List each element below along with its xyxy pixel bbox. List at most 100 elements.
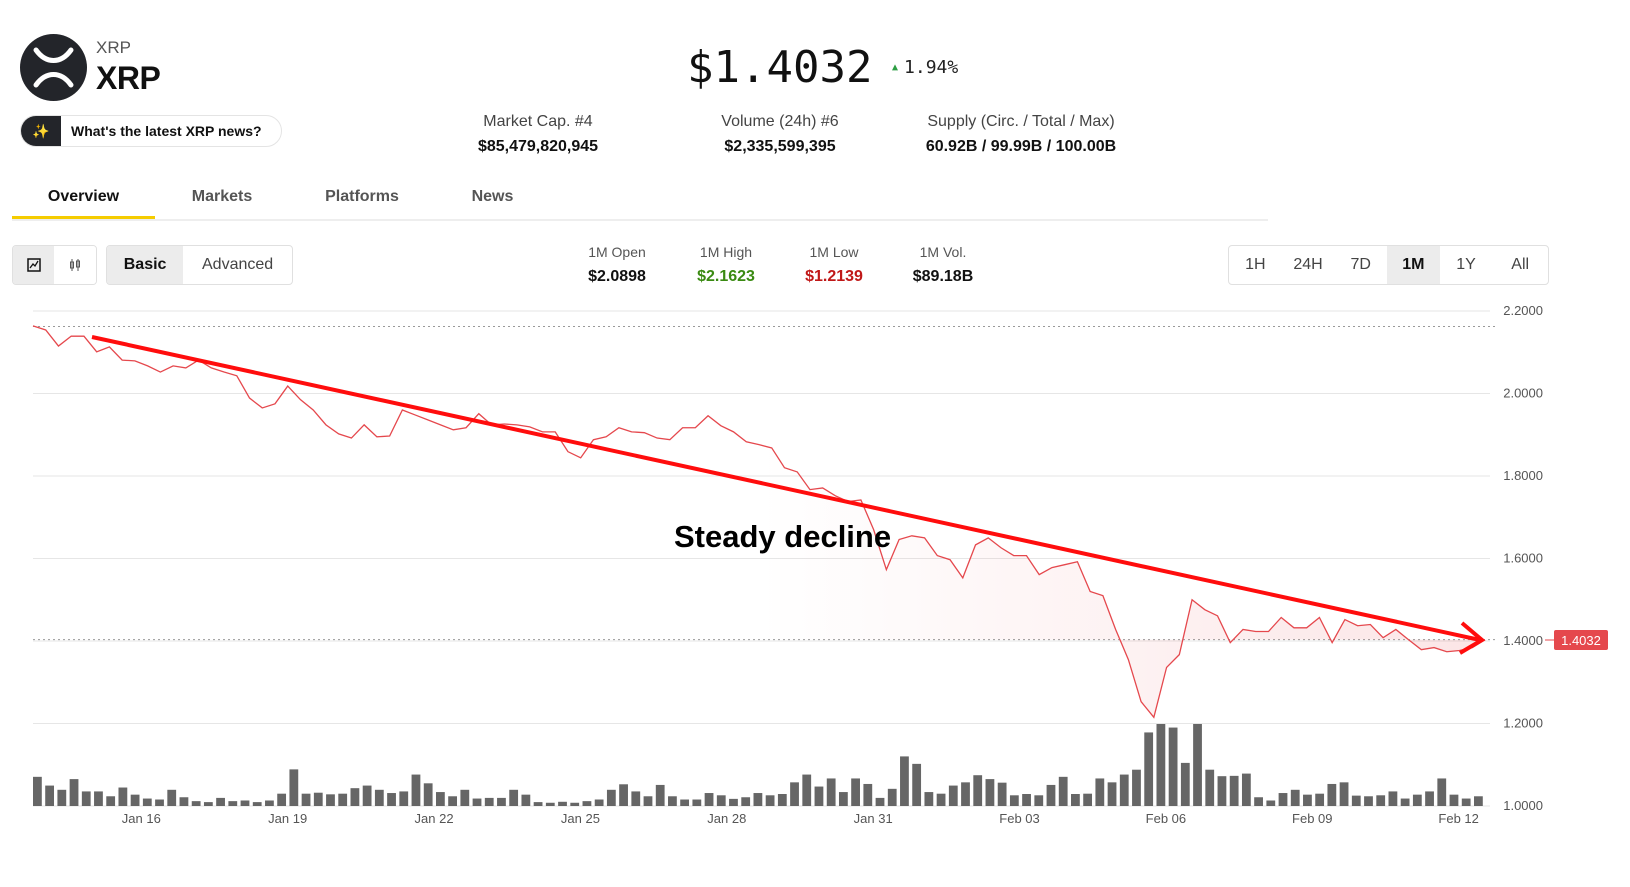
volume-bar bbox=[1009, 795, 1019, 806]
volume-bar bbox=[191, 801, 201, 806]
advanced-button[interactable]: Advanced bbox=[202, 256, 274, 273]
volume-bar bbox=[802, 774, 812, 806]
coin-symbol: XRP bbox=[96, 38, 131, 57]
period-high: 1M High $2.1623 bbox=[676, 244, 776, 286]
x-tick-label: Feb 06 bbox=[1146, 811, 1186, 826]
trend-arrow bbox=[91, 335, 1486, 655]
volume-bar bbox=[594, 799, 604, 806]
volume-bar bbox=[1193, 724, 1202, 806]
volume-bar bbox=[936, 793, 946, 806]
x-tick-label: Jan 25 bbox=[561, 811, 600, 826]
volume-bar bbox=[411, 774, 421, 806]
volume-bar bbox=[912, 763, 922, 806]
volume-bar bbox=[1351, 795, 1361, 806]
stat-value: $2,335,599,395 bbox=[724, 138, 836, 155]
stat-value: $2.0898 bbox=[588, 268, 646, 285]
volume-bar bbox=[387, 793, 396, 806]
volume-bar bbox=[704, 793, 714, 806]
tab-overview[interactable]: Overview bbox=[12, 180, 155, 219]
tab-news[interactable]: News bbox=[471, 188, 514, 205]
volume-bar bbox=[521, 794, 531, 806]
volume-bar bbox=[741, 797, 751, 806]
volume-bar bbox=[142, 798, 152, 806]
volume-bar bbox=[1241, 773, 1251, 806]
range-all[interactable]: All bbox=[1511, 256, 1530, 273]
volume-bar bbox=[277, 793, 287, 806]
stat-label: 1M Vol. bbox=[919, 244, 967, 260]
volume-bar bbox=[1303, 794, 1312, 806]
range-7d[interactable]: 7D bbox=[1350, 256, 1371, 273]
line-chart-icon[interactable] bbox=[13, 246, 55, 284]
volume-bar bbox=[1400, 798, 1410, 806]
news-prompt-button[interactable]: ✨ What's the latest XRP news? bbox=[20, 115, 282, 147]
sparkle-icon: ✨ bbox=[21, 116, 61, 146]
tab-markets[interactable]: Markets bbox=[191, 188, 253, 205]
volume-bar bbox=[1095, 778, 1105, 806]
stat-volume: Volume (24h) #6 $2,335,599,395 bbox=[690, 113, 870, 156]
volume-bar bbox=[606, 789, 616, 806]
volume-bar bbox=[545, 802, 555, 806]
basic-button[interactable]: Basic bbox=[107, 246, 184, 284]
volume-bar bbox=[216, 797, 225, 806]
y-tick-label: 1.4000 bbox=[1503, 633, 1543, 648]
volume-bar bbox=[484, 797, 494, 806]
volume-bar bbox=[777, 794, 787, 806]
stat-value: $1.2139 bbox=[805, 268, 863, 285]
volume-bar bbox=[924, 792, 934, 806]
volume-bar bbox=[289, 769, 299, 806]
volume-bar bbox=[203, 802, 213, 806]
current-price: $1.4032 bbox=[687, 42, 873, 93]
volume-bar bbox=[851, 778, 860, 806]
range-24h[interactable]: 24H bbox=[1293, 256, 1323, 273]
volume-bar bbox=[1327, 783, 1337, 806]
volume-bar bbox=[729, 798, 738, 806]
volume-bar bbox=[692, 799, 702, 806]
current-price-tag: 1.4032 bbox=[1545, 630, 1608, 650]
volume-bar bbox=[1278, 793, 1288, 806]
volume-bar bbox=[460, 789, 470, 806]
volume-bar bbox=[533, 802, 543, 806]
tab-platforms[interactable]: Platforms bbox=[325, 188, 399, 205]
candlestick-icon[interactable] bbox=[54, 246, 96, 284]
volume-bar bbox=[631, 791, 641, 806]
volume-bar bbox=[33, 776, 42, 806]
volume-bar bbox=[753, 793, 763, 806]
stat-label: Volume (24h) #6 bbox=[721, 113, 839, 130]
volume-bar bbox=[326, 794, 335, 806]
price-line bbox=[32, 325, 1486, 719]
volume-bar bbox=[1412, 794, 1422, 806]
volume-bar bbox=[1437, 778, 1447, 806]
y-tick-label: 1.8000 bbox=[1503, 468, 1543, 483]
stat-value: $85,479,820,945 bbox=[477, 138, 599, 155]
volume-bar bbox=[94, 791, 103, 806]
volume-bar bbox=[1034, 795, 1044, 806]
volume-bar bbox=[228, 801, 238, 806]
range-1m[interactable]: 1M bbox=[1387, 246, 1440, 284]
range-1h[interactable]: 1H bbox=[1245, 256, 1266, 273]
volume-bar bbox=[875, 797, 885, 806]
stat-label: Supply (Circ. / Total / Max) bbox=[927, 113, 1115, 130]
volume-bar bbox=[985, 779, 995, 806]
volume-bar bbox=[570, 802, 580, 806]
x-tick-label: Jan 28 bbox=[707, 811, 746, 826]
volume-bar bbox=[582, 801, 592, 806]
volume-bar bbox=[716, 795, 726, 806]
up-triangle-icon: ▲ bbox=[892, 62, 899, 73]
volume-bar bbox=[619, 784, 628, 806]
volume-bar bbox=[106, 796, 116, 806]
volume-bar bbox=[350, 788, 360, 806]
volume-bar bbox=[1046, 784, 1056, 806]
stat-value: $89.18B bbox=[912, 268, 974, 285]
period-open: 1M Open $2.0898 bbox=[567, 244, 667, 286]
range-1y[interactable]: 1Y bbox=[1456, 256, 1476, 273]
volume-bar bbox=[399, 791, 409, 806]
volume-bar bbox=[45, 785, 55, 806]
volume-bar bbox=[1474, 796, 1483, 806]
volume-bar bbox=[374, 789, 384, 806]
volume-bar bbox=[240, 800, 250, 806]
stat-value: $2.1623 bbox=[697, 268, 755, 285]
volume-bar bbox=[655, 784, 665, 806]
volume-bar bbox=[1315, 793, 1325, 806]
x-tick-label: Feb 12 bbox=[1438, 811, 1478, 826]
